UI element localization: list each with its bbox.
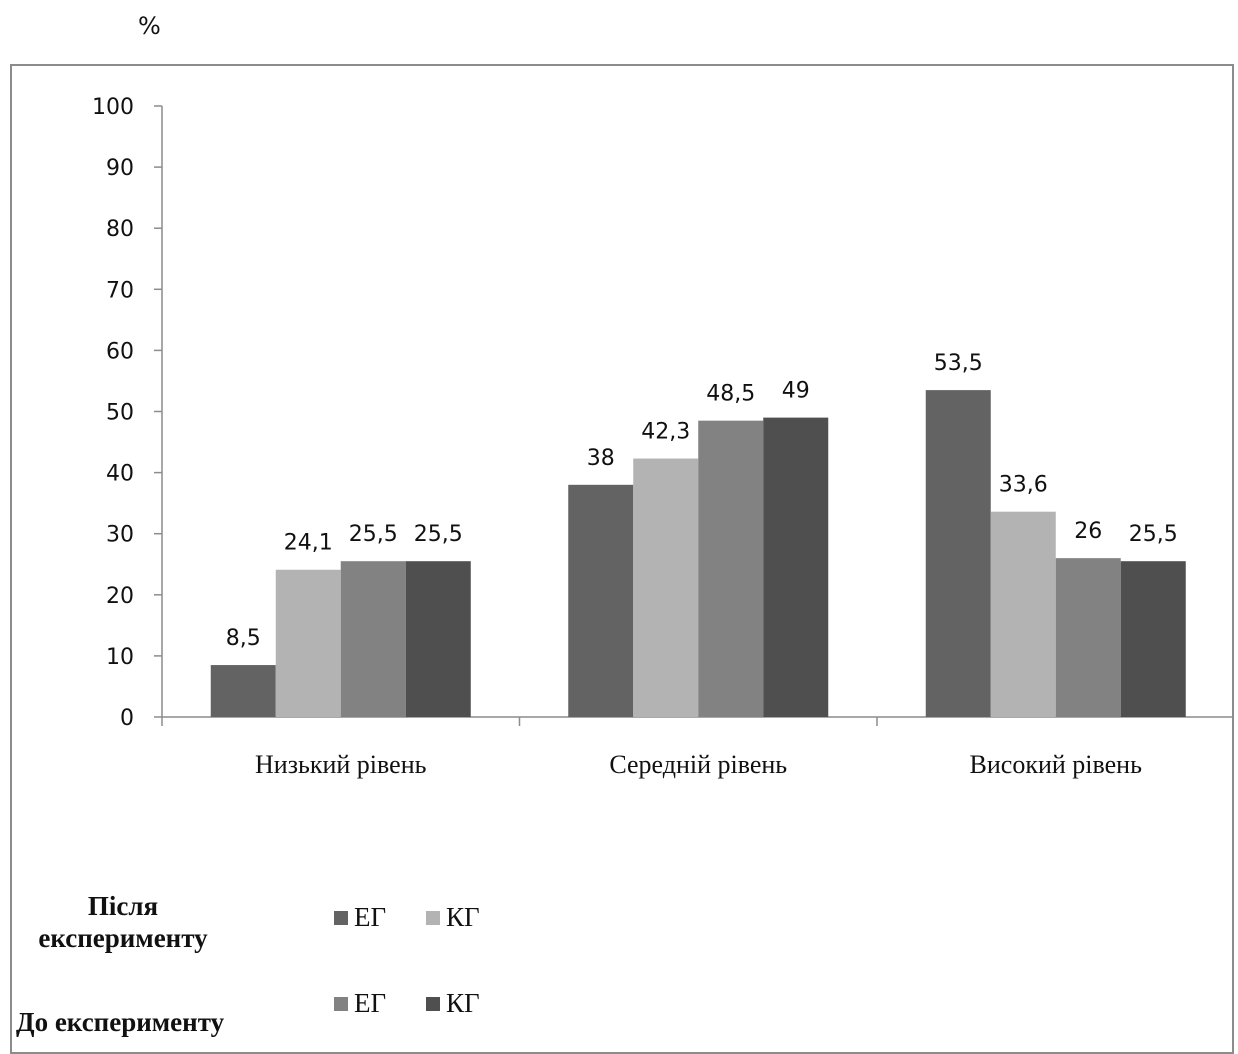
bar [763,417,829,717]
data-label: 33,6 [999,473,1048,498]
y-tick-label: 90 [106,156,134,181]
y-tick-label: 60 [106,339,134,364]
legend-label-before-eg: ЕГ [354,988,387,1018]
legend-label-after-kg: КГ [446,902,480,932]
category-label: Низький рівень [255,750,427,779]
data-label: 24,1 [284,531,333,556]
y-tick-label: 10 [106,645,134,670]
legend-after-line2: експерименту [38,923,208,953]
y-axis-unit-label: % [138,12,161,40]
bar [275,569,341,717]
data-label: 48,5 [706,382,755,407]
legend-label-after-eg: ЕГ [354,902,387,932]
bar [405,561,471,717]
y-tick-label: 30 [106,523,134,548]
bar [568,484,634,717]
bar [1055,558,1121,717]
y-tick-label: 20 [106,584,134,609]
bar [1120,561,1186,717]
y-tick-label: 70 [106,278,134,303]
legend-after-label: Після експерименту [18,890,228,954]
data-label: 49 [782,379,810,404]
legend-item-after-kg: КГ [426,902,480,933]
legend-item-before-kg: КГ [426,988,480,1019]
data-label: 53,5 [934,351,983,376]
y-axis: 0 10 20 30 40 50 60 70 80 90 100 [92,95,163,731]
x-axis [161,716,1234,726]
y-tick-label: 80 [106,217,134,242]
legend-swatch-after-eg [334,910,348,925]
legend-swatch-after-kg [426,910,440,925]
bar [990,511,1056,717]
legend-after-line1: Після [87,891,159,921]
bar [698,420,764,717]
bar [925,390,991,717]
legend-item-after-eg: ЕГ [334,902,386,933]
category-labels: Низький рівень Середній рівень Високий рів… [255,750,1142,779]
bar [633,458,699,717]
legend-item-before-eg: ЕГ [334,988,386,1019]
y-tick-label: 50 [106,401,134,426]
bar [210,665,276,717]
y-tick-label: 40 [106,462,134,487]
legend-swatch-before-kg [426,996,440,1011]
data-label: 26 [1074,519,1102,544]
data-label: 25,5 [1129,522,1178,547]
data-label: 8,5 [226,626,261,651]
data-label: 25,5 [349,522,398,547]
category-label: Високий рівень [970,750,1143,779]
y-tick-label: 0 [120,706,134,731]
y-tick-label: 100 [92,95,134,120]
legend-label-before-kg: КГ [446,988,480,1018]
bars [210,390,1186,717]
data-labels: 8,5 24,1 25,5 25,5 38 42,3 48,5 49 53,5 33,6 26 25,… [226,351,1178,651]
data-label: 25,5 [414,522,463,547]
data-label: 38 [587,446,615,471]
data-label: 42,3 [641,420,690,445]
legend-before-label: До експерименту [16,1007,225,1037]
bar [340,561,406,717]
legend-swatch-before-eg [334,996,348,1011]
category-label: Середній рівень [609,750,787,779]
